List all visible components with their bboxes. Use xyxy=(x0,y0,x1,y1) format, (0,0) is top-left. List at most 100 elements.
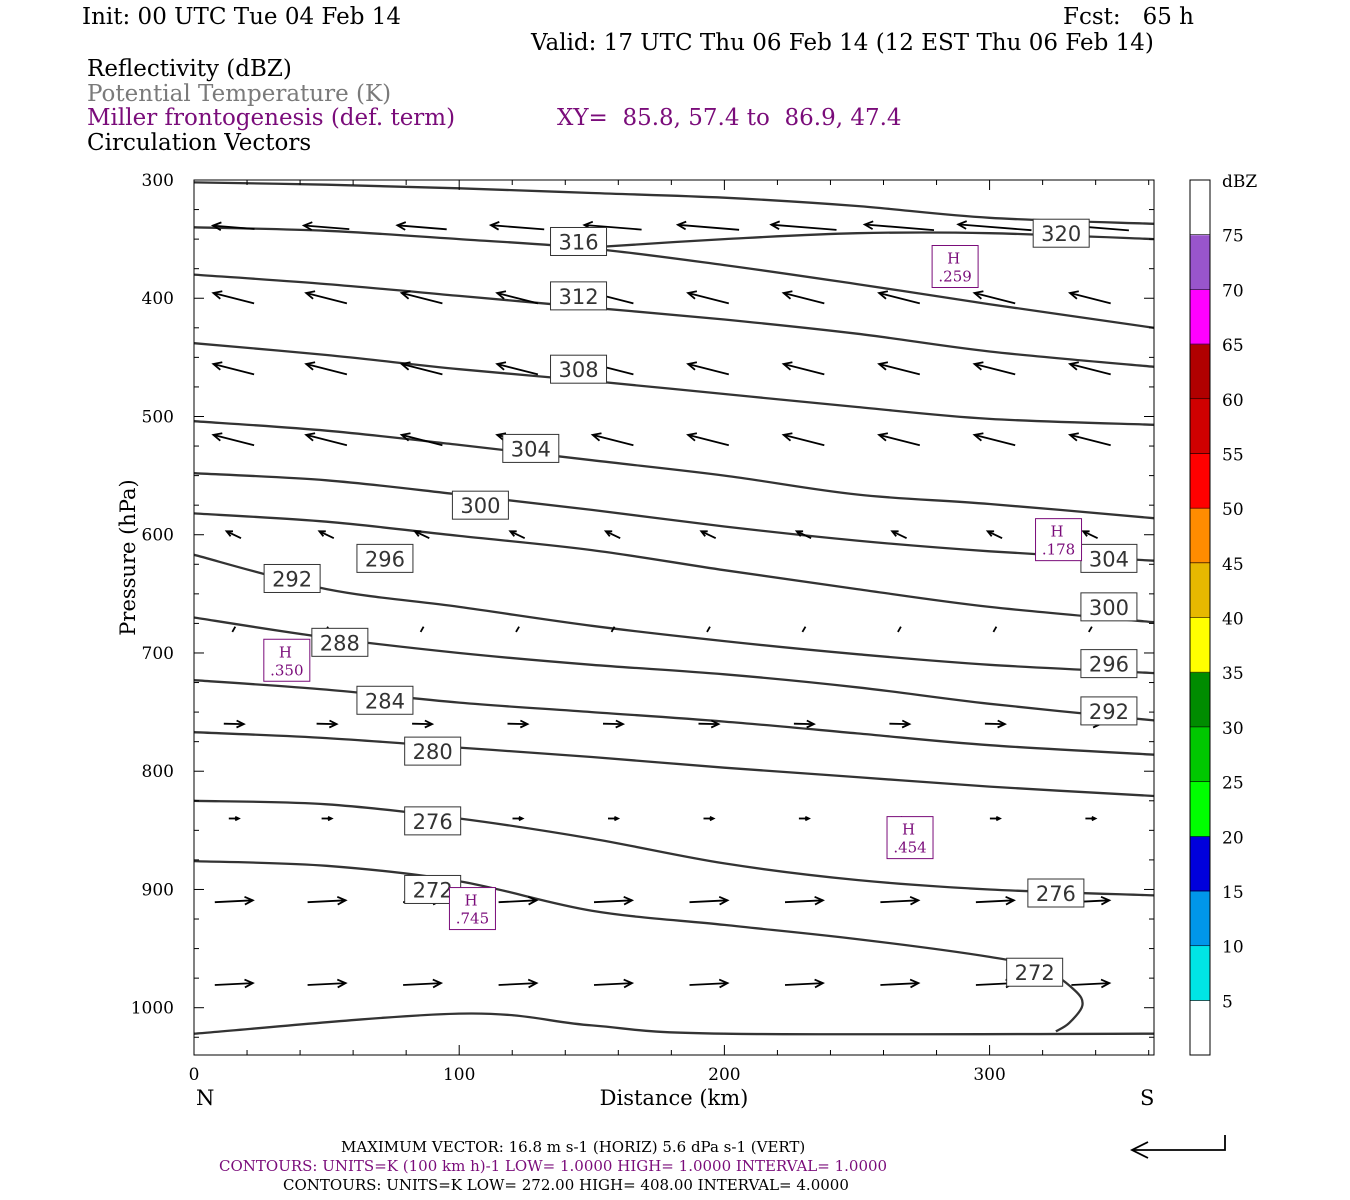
circulation-vector xyxy=(515,626,520,633)
circulation-vector-head xyxy=(395,221,407,231)
circulation-vector xyxy=(593,899,633,904)
circulation-vector-head xyxy=(675,220,687,231)
circulation-vector xyxy=(498,899,537,904)
circulation-vector-head xyxy=(211,432,223,442)
circulation-vector-head xyxy=(234,815,241,822)
isentrope-308 xyxy=(194,342,1154,426)
circulation-vector-head xyxy=(877,432,889,442)
circulation-vector xyxy=(592,434,634,447)
circulation-vector-head xyxy=(699,530,708,537)
circulation-vector-head xyxy=(686,361,698,371)
circulation-vector-head xyxy=(1067,432,1079,442)
circulation-vector-head xyxy=(244,978,255,989)
circulation-vector-head xyxy=(814,895,825,906)
isentrope-label-box xyxy=(550,281,608,311)
frontogenesis-max-label: H xyxy=(947,250,960,268)
circulation-vector-head xyxy=(304,432,316,442)
colorbar-cell xyxy=(1190,836,1210,892)
isentrope-label-box xyxy=(451,490,509,520)
frontogenesis-max-label: H xyxy=(464,892,477,910)
isentrope-label-box xyxy=(502,433,560,463)
colorbar-label: 30 xyxy=(1222,719,1244,739)
isentrope-300 xyxy=(194,472,1154,562)
circulation-vector-head xyxy=(527,895,539,906)
circulation-vector xyxy=(498,982,537,986)
footer-frontogenesis-contours: CONTOURS: UNITS=K (100 km h)-1 LOW= 1.00… xyxy=(219,1157,887,1175)
frontogenesis-max-label: H xyxy=(1051,523,1064,541)
colorbar-label: 55 xyxy=(1222,445,1244,465)
circulation-vector-head xyxy=(1005,895,1016,906)
circulation-vector-head xyxy=(972,432,984,442)
circulation-vector xyxy=(213,363,255,376)
circulation-vector xyxy=(1082,530,1098,540)
isentrope-label-box xyxy=(263,563,321,593)
circulation-vector-head xyxy=(1081,530,1090,537)
circulation-vector xyxy=(496,363,539,376)
colorbar-label: 15 xyxy=(1222,883,1244,903)
frontogenesis-max-value: .259 xyxy=(938,268,971,286)
colorbar-cell xyxy=(1190,180,1210,236)
frontogenesis-max-value: .454 xyxy=(893,839,926,857)
isentrope-label: 280 xyxy=(413,740,453,764)
circulation-vector-head xyxy=(718,895,730,906)
circulation-vector-head xyxy=(709,815,716,822)
circulation-vector-head xyxy=(304,361,316,371)
plot-clip-group: 272 272 276 276 280 284 288 292 292 296 296 300 300 3… xyxy=(194,181,1154,1036)
circulation-vector xyxy=(403,982,442,986)
cross-section-endpoints: XY= 85.8, 57.4 to 86.9, 47.4 xyxy=(557,105,902,131)
circulation-vector-head xyxy=(424,719,435,729)
colorbar-cell xyxy=(1190,453,1210,509)
colorbar-label: 65 xyxy=(1222,336,1244,356)
circulation-vector xyxy=(974,292,1016,305)
circulation-vector xyxy=(231,626,237,633)
circulation-vector-head xyxy=(1091,815,1098,822)
colorbar-cell xyxy=(1190,344,1210,400)
isentrope-label-box xyxy=(404,806,462,836)
footer-max-vector: MAXIMUM VECTOR: 16.8 m s-1 (HORIZ) 5.6 d… xyxy=(341,1138,805,1156)
colorbar-cell xyxy=(1190,672,1210,728)
circulation-vector xyxy=(307,982,346,986)
field-reflectivity: Reflectivity (dBZ) xyxy=(87,56,292,82)
circulation-vector xyxy=(401,434,443,447)
circulation-vector-head xyxy=(304,290,316,300)
circulation-vector-head xyxy=(995,815,1002,822)
circulation-vector-head xyxy=(781,432,793,442)
circulation-vector-head xyxy=(236,719,246,729)
circulation-vector-head xyxy=(603,530,613,537)
circulation-vector-head xyxy=(686,290,698,300)
circulation-vector-head xyxy=(519,719,530,729)
colorbar-cell xyxy=(1190,617,1210,673)
circulation-vector xyxy=(992,626,998,633)
colorbar-label: 10 xyxy=(1222,938,1244,958)
circulation-vector-head xyxy=(877,361,889,371)
circulation-vector-head xyxy=(399,290,411,300)
circulation-vector xyxy=(226,530,242,540)
y-tick-label: 500 xyxy=(142,407,174,427)
y-tick-label: 300 xyxy=(142,171,174,191)
field-potential-temperature: Potential Temperature (K) xyxy=(87,81,392,107)
circulation-vector-head xyxy=(781,290,793,300)
circulation-vector xyxy=(1088,626,1093,633)
circulation-vector-head xyxy=(623,978,635,989)
footer-theta-contours: CONTOURS: UNITS=K LOW= 272.00 HIGH= 408.… xyxy=(283,1176,849,1194)
circulation-vector-head xyxy=(224,530,233,537)
y-tick-label: 700 xyxy=(142,644,174,664)
circulation-vector xyxy=(689,899,728,904)
x-axis-title: Distance (km) xyxy=(600,1086,749,1110)
circulation-vector xyxy=(783,292,825,305)
isentrope-label-box xyxy=(311,627,369,657)
y-tick-label: 900 xyxy=(142,880,174,900)
forecast-hour: Fcst: 65 h xyxy=(1063,4,1194,30)
circulation-vector xyxy=(214,899,253,904)
colorbar-label: 60 xyxy=(1222,391,1244,411)
circulation-vector xyxy=(212,224,255,230)
circulation-vector xyxy=(974,363,1016,376)
circulation-vector xyxy=(303,224,350,230)
circulation-vector xyxy=(687,363,730,376)
circulation-vector-head xyxy=(1100,978,1112,989)
isentrope-label-box xyxy=(404,736,462,766)
circulation-vector-head xyxy=(710,719,721,729)
circulation-vector-head xyxy=(804,815,811,822)
circulation-vector-head xyxy=(613,815,621,822)
circulation-vector xyxy=(689,982,728,986)
